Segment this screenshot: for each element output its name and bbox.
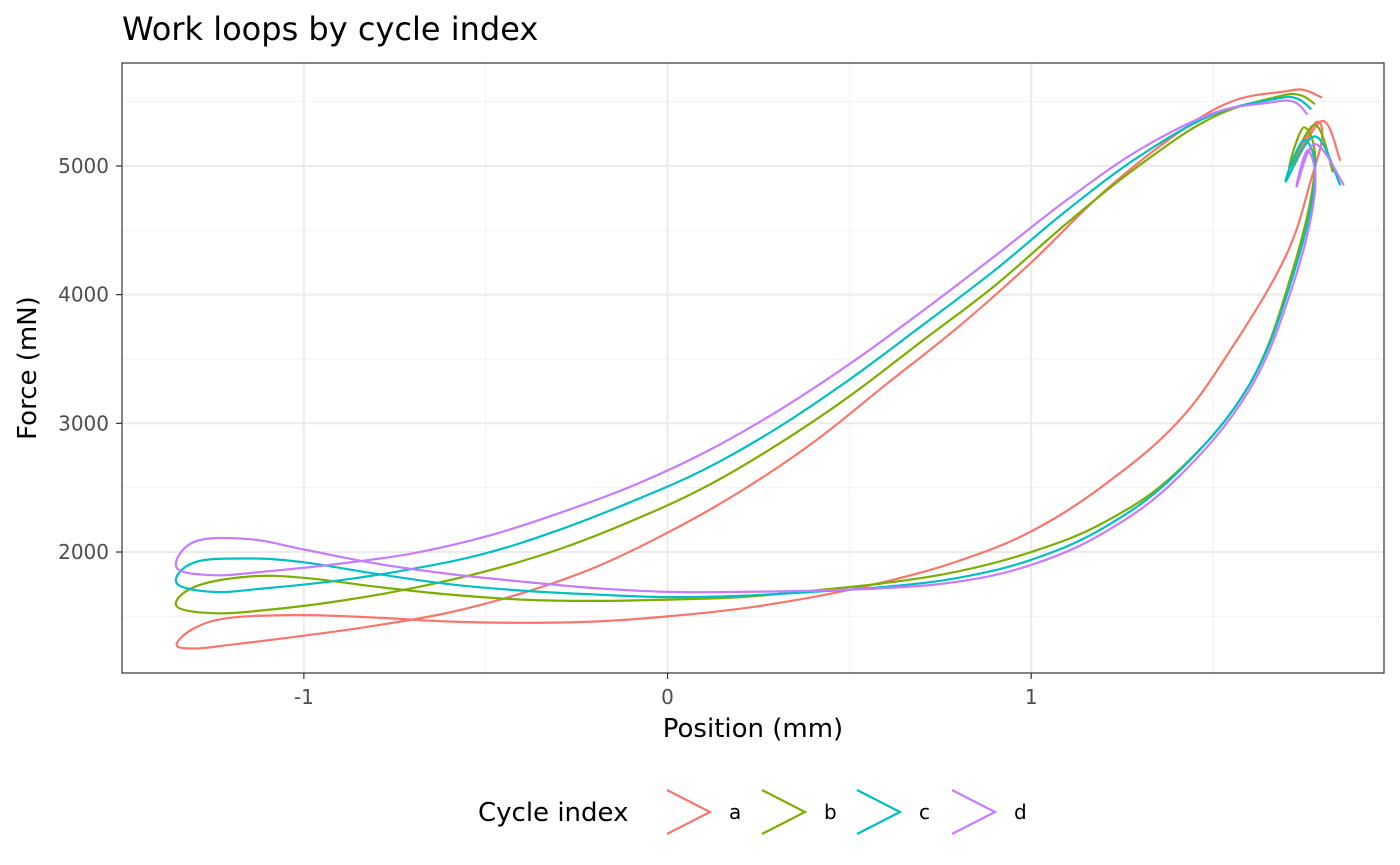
legend-item-c: c: [856, 789, 930, 835]
legend: Cycle index a b c d: [478, 789, 1027, 835]
legend-label-c: c: [919, 800, 930, 824]
y-tick-label: 2000: [58, 540, 109, 564]
legend-title: Cycle index: [478, 798, 628, 828]
x-axis: -1 0 1: [294, 673, 1038, 709]
y-axis-title: Force (mN): [13, 296, 43, 440]
series-line-a: [175, 88, 1342, 650]
panel-border: [121, 62, 1385, 674]
x-tick-label: 0: [661, 685, 674, 709]
legend-label-b: b: [824, 800, 837, 824]
legend-item-a: a: [666, 789, 741, 835]
legend-item-d: d: [951, 789, 1027, 835]
legend-key-d: [951, 789, 998, 835]
legend-label-a: a: [729, 800, 741, 824]
legend-key-a: [666, 789, 713, 835]
y-tick-label: 5000: [58, 154, 109, 178]
legend-keys: a b c d: [666, 789, 1027, 835]
x-tick-label: 1: [1025, 685, 1038, 709]
legend-label-d: d: [1014, 800, 1027, 824]
legend-key-c: [856, 789, 903, 835]
series-line-c: [174, 95, 1342, 599]
major-grid: [122, 63, 1384, 673]
legend-item-b: b: [761, 789, 837, 835]
x-axis-title: Position (mm): [663, 714, 843, 744]
chart-title: Work loops by cycle index: [122, 10, 538, 48]
series-line-d: [174, 99, 1345, 594]
x-tick-label: -1: [294, 685, 314, 709]
y-tick-label: 4000: [58, 283, 109, 307]
y-tick-label: 3000: [58, 411, 109, 435]
legend-key-b: [761, 789, 808, 835]
y-axis: 2000 3000 4000 5000: [58, 154, 122, 564]
series-layer: [174, 88, 1345, 650]
